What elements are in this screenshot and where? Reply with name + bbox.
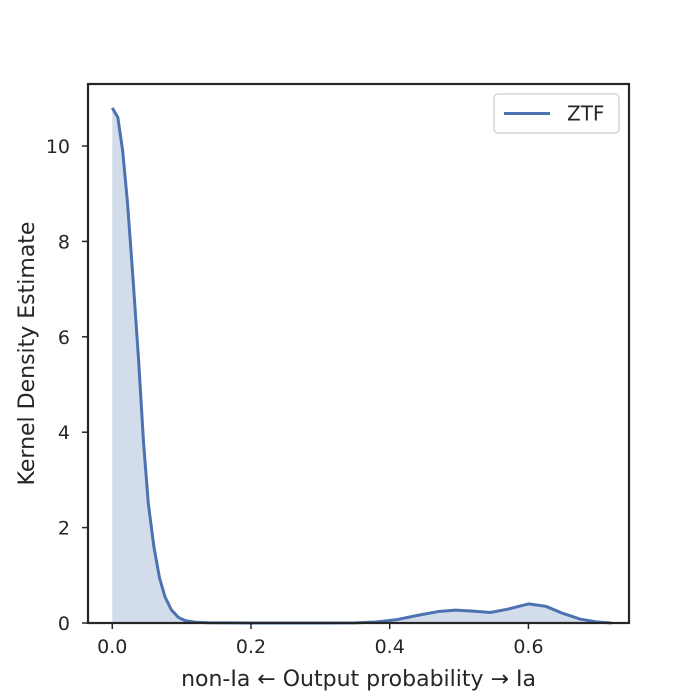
- y-tick-label: 8: [58, 231, 70, 253]
- y-tick-label: 0: [58, 613, 70, 635]
- legend: ZTF: [493, 93, 620, 134]
- density-line-0: [110, 107, 612, 625]
- plot-area: [110, 107, 612, 625]
- density-fill-0: [112, 107, 612, 624]
- x-tick-label: 0.2: [236, 636, 266, 658]
- y-axis-ticks: 0 2 4 6 8 10: [46, 136, 88, 635]
- y-tick-label: 10: [46, 136, 70, 158]
- x-axis-ticks: 0.0 0.2 0.4 0.6: [97, 623, 544, 658]
- y-tick-label: 2: [58, 518, 70, 540]
- x-axis-label: non-Ia ← Output probability → Ia: [181, 667, 536, 692]
- x-tick-label: 0.4: [375, 636, 405, 658]
- legend-label: ZTF: [567, 102, 604, 126]
- legend-box: [493, 93, 620, 134]
- y-tick-label: 4: [58, 422, 70, 444]
- plot-frame: [86, 82, 631, 625]
- x-tick-label: 0.6: [513, 636, 543, 658]
- y-axis-label: Kernel Density Estimate: [15, 222, 40, 486]
- y-tick-label: 6: [58, 327, 70, 349]
- x-tick-label: 0.0: [97, 636, 127, 658]
